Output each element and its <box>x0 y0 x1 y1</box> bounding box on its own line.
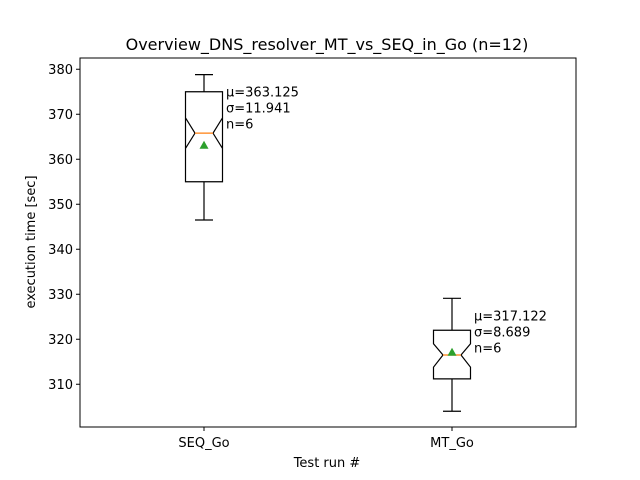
y-tick-label: 380 <box>48 63 73 78</box>
y-axis-label: execution time [sec] <box>24 175 39 308</box>
y-tick-label: 310 <box>48 378 73 393</box>
y-tick-label: 330 <box>48 288 73 303</box>
y-tick-label: 350 <box>48 198 73 213</box>
x-tick-label: SEQ_Go <box>178 436 229 451</box>
mean-marker <box>199 140 209 149</box>
y-axis: 310 320 330 340 350 360 370 380 <box>48 63 80 393</box>
plot-frame <box>79 57 577 428</box>
chart-title: Overview_DNS_resolver_MT_vs_SEQ_in_Go (n… <box>126 35 529 55</box>
stat-annotation: μ=317.122 <box>474 309 547 324</box>
stat-annotation: σ=11.941 <box>226 102 291 117</box>
stat-annotation: n=6 <box>226 118 253 133</box>
y-tick-label: 320 <box>48 333 73 348</box>
stat-annotation: n=6 <box>474 341 501 356</box>
x-axis-label: Test run # <box>293 456 361 471</box>
x-axis: SEQ_Go MT_Go <box>178 427 474 451</box>
box-body <box>184 91 224 183</box>
box-body <box>432 329 472 380</box>
y-tick-label: 340 <box>48 243 73 258</box>
y-tick-label: 360 <box>48 153 73 168</box>
y-tick-label: 370 <box>48 108 73 123</box>
stat-annotation: σ=8.689 <box>474 325 530 340</box>
stat-annotation: μ=363.125 <box>226 86 299 101</box>
mean-marker <box>447 347 457 356</box>
x-tick-label: MT_Go <box>430 436 474 451</box>
